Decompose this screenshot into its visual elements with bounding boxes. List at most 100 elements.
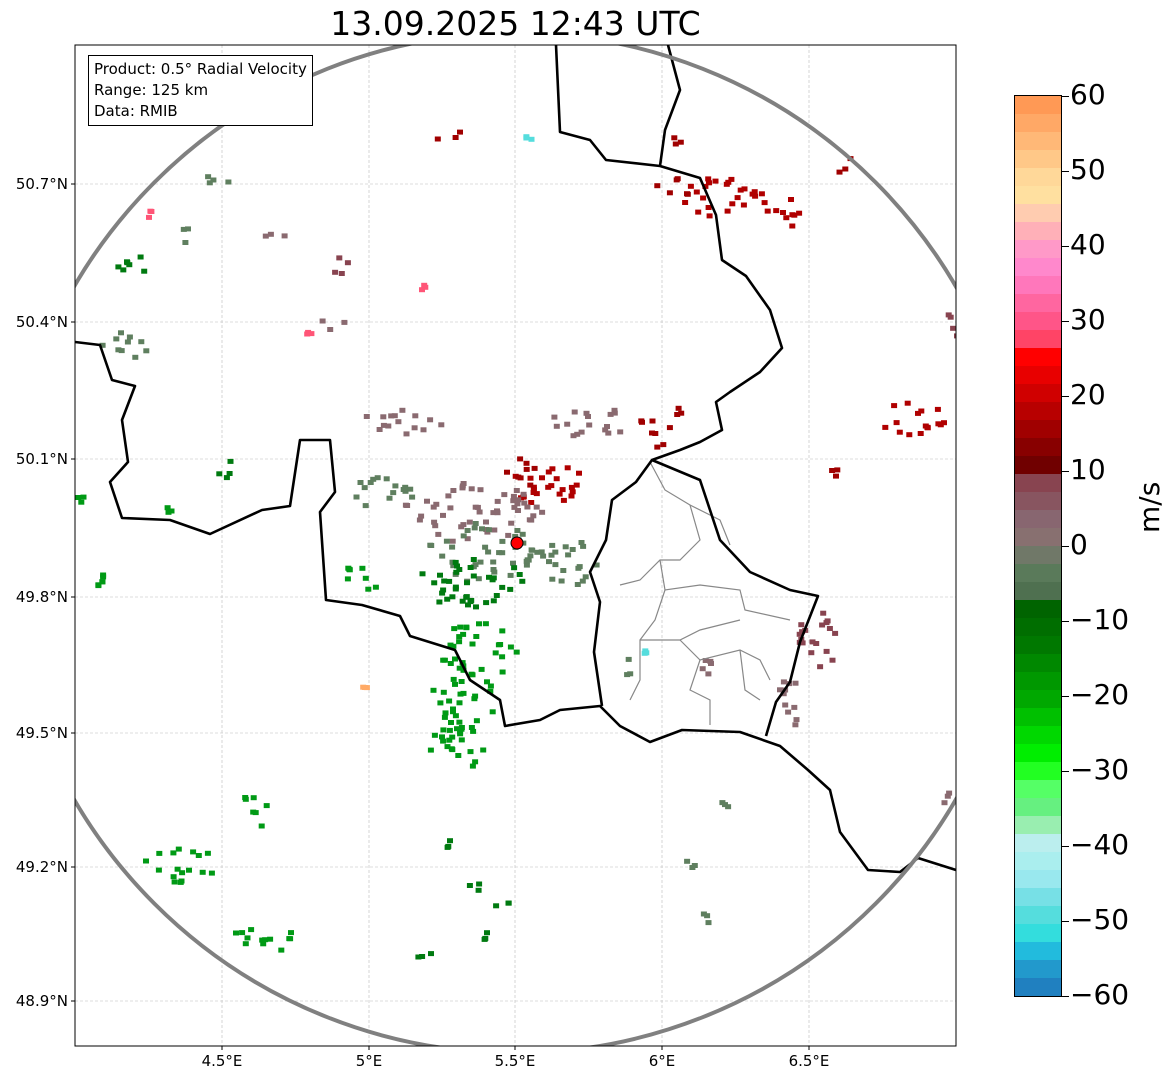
echo-cell [945, 312, 956, 339]
colorbar-tick-label: −40 [1070, 828, 1130, 861]
info-box: Product: 0.5° Radial Velocity Range: 125… [88, 55, 313, 126]
colorbar-tick [1062, 996, 1069, 997]
colorbar-tick-label: −60 [1070, 978, 1130, 1011]
echo-cell [99, 330, 150, 360]
echo-cell [481, 930, 490, 942]
echo-cell [95, 574, 107, 588]
echo-cell [941, 790, 953, 806]
lon-tick-label: 6°E [648, 1052, 676, 1070]
colorbar [1014, 95, 1062, 997]
echo-cell [434, 129, 463, 142]
colorbar-tick [1062, 696, 1069, 697]
lat-tick-label: 50.1°N [15, 450, 68, 468]
colorbar-tick-label: 60 [1070, 78, 1106, 111]
lon-tick-label: 6.5°E [788, 1052, 830, 1070]
echo-cell [205, 174, 232, 186]
echo-cell [671, 135, 684, 147]
echo-cell [419, 282, 429, 293]
colorbar-tick-label: −50 [1070, 903, 1130, 936]
lat-tick-label: 48.9°N [15, 992, 68, 1010]
lat-tick-label: 49.8°N [15, 588, 68, 606]
radar-site-marker [510, 536, 524, 550]
echo-cell [523, 134, 535, 142]
lon-tick-label: 4.5°E [201, 1052, 243, 1070]
colorbar-tick [1062, 771, 1069, 772]
lon-tick-label: 5.5°E [494, 1052, 536, 1070]
echo-cell [684, 858, 698, 870]
echo-cell [319, 318, 348, 332]
echo-cell [624, 656, 634, 678]
echo-cell [304, 329, 315, 337]
echo-cell [466, 881, 483, 893]
echo-cell [882, 400, 947, 438]
echo-cell [829, 467, 841, 479]
echo-cell [674, 405, 685, 417]
echo-cell [164, 505, 175, 515]
echo-cell [504, 456, 538, 488]
gridlines [75, 45, 956, 1046]
map-title: 13.09.2025 12:43 UTC [330, 4, 701, 43]
colorbar-tick-label: 10 [1070, 453, 1106, 486]
colorbar-tick-label: 30 [1070, 303, 1106, 336]
echo-cell [764, 197, 803, 229]
info-range: Range: 125 km [94, 81, 209, 99]
echo-cell [444, 838, 453, 850]
lat-tick-label: 49.2°N [15, 858, 68, 876]
echo-cell [332, 255, 351, 276]
radar-echoes [75, 129, 956, 960]
echo-cell [344, 565, 379, 592]
colorbar-unit-label: m/s [1133, 481, 1166, 533]
echo-cell [115, 254, 148, 274]
echo-cell [242, 795, 270, 829]
colorbar-tick [1062, 246, 1069, 247]
echo-cell [146, 208, 155, 220]
colorbar-tick-label: 0 [1070, 528, 1088, 561]
echo-cell [493, 900, 512, 909]
axis-ticks [71, 183, 810, 1050]
luxembourg-canton-borders [619, 461, 791, 725]
echo-cell [415, 951, 434, 960]
echo-cell [654, 176, 691, 197]
colorbar-tick [1062, 171, 1069, 172]
colorbar-tick-label: −10 [1070, 603, 1130, 636]
echo-cell [427, 725, 487, 769]
echo-cell [419, 557, 526, 610]
lon-tick-label: 5°E [355, 1052, 383, 1070]
echo-cell [523, 540, 600, 587]
echo-cell [262, 231, 288, 239]
colorbar-tick-label: 40 [1070, 228, 1106, 261]
info-data-source: Data: RMIB [94, 102, 178, 120]
colorbar-tick [1062, 396, 1069, 397]
country-borders [75, 45, 956, 874]
echo-cell [353, 475, 416, 509]
echo-cell [638, 418, 673, 450]
echo-cell [360, 684, 370, 691]
colorbar-tick [1062, 96, 1069, 97]
echo-cell [143, 846, 215, 885]
echo-cell [233, 927, 294, 953]
colorbar-tick-label: 20 [1070, 378, 1106, 411]
colorbar-tick-label: −30 [1070, 753, 1130, 786]
echo-cell [682, 176, 768, 219]
echo-cell [699, 658, 714, 677]
colorbar-tick [1062, 471, 1069, 472]
echo-cell [216, 458, 234, 481]
echo-cell [363, 407, 445, 437]
lat-tick-label: 50.7°N [15, 175, 68, 193]
echo-cell [719, 800, 732, 810]
colorbar-tick [1062, 621, 1069, 622]
echo-cell [402, 481, 546, 544]
echo-cell [700, 911, 712, 926]
colorbar-tick [1062, 846, 1069, 847]
echo-cell [75, 494, 87, 505]
echo-cell [641, 648, 650, 656]
lat-tick-label: 49.5°N [15, 724, 68, 742]
echo-cell [180, 226, 191, 245]
colorbar-tick [1062, 321, 1069, 322]
colorbar-tick-label: 50 [1070, 153, 1106, 186]
colorbar-tick [1062, 921, 1069, 922]
info-product: Product: 0.5° Radial Velocity [94, 60, 307, 78]
lat-tick-label: 50.4°N [15, 313, 68, 331]
colorbar-tick-label: −20 [1070, 678, 1130, 711]
